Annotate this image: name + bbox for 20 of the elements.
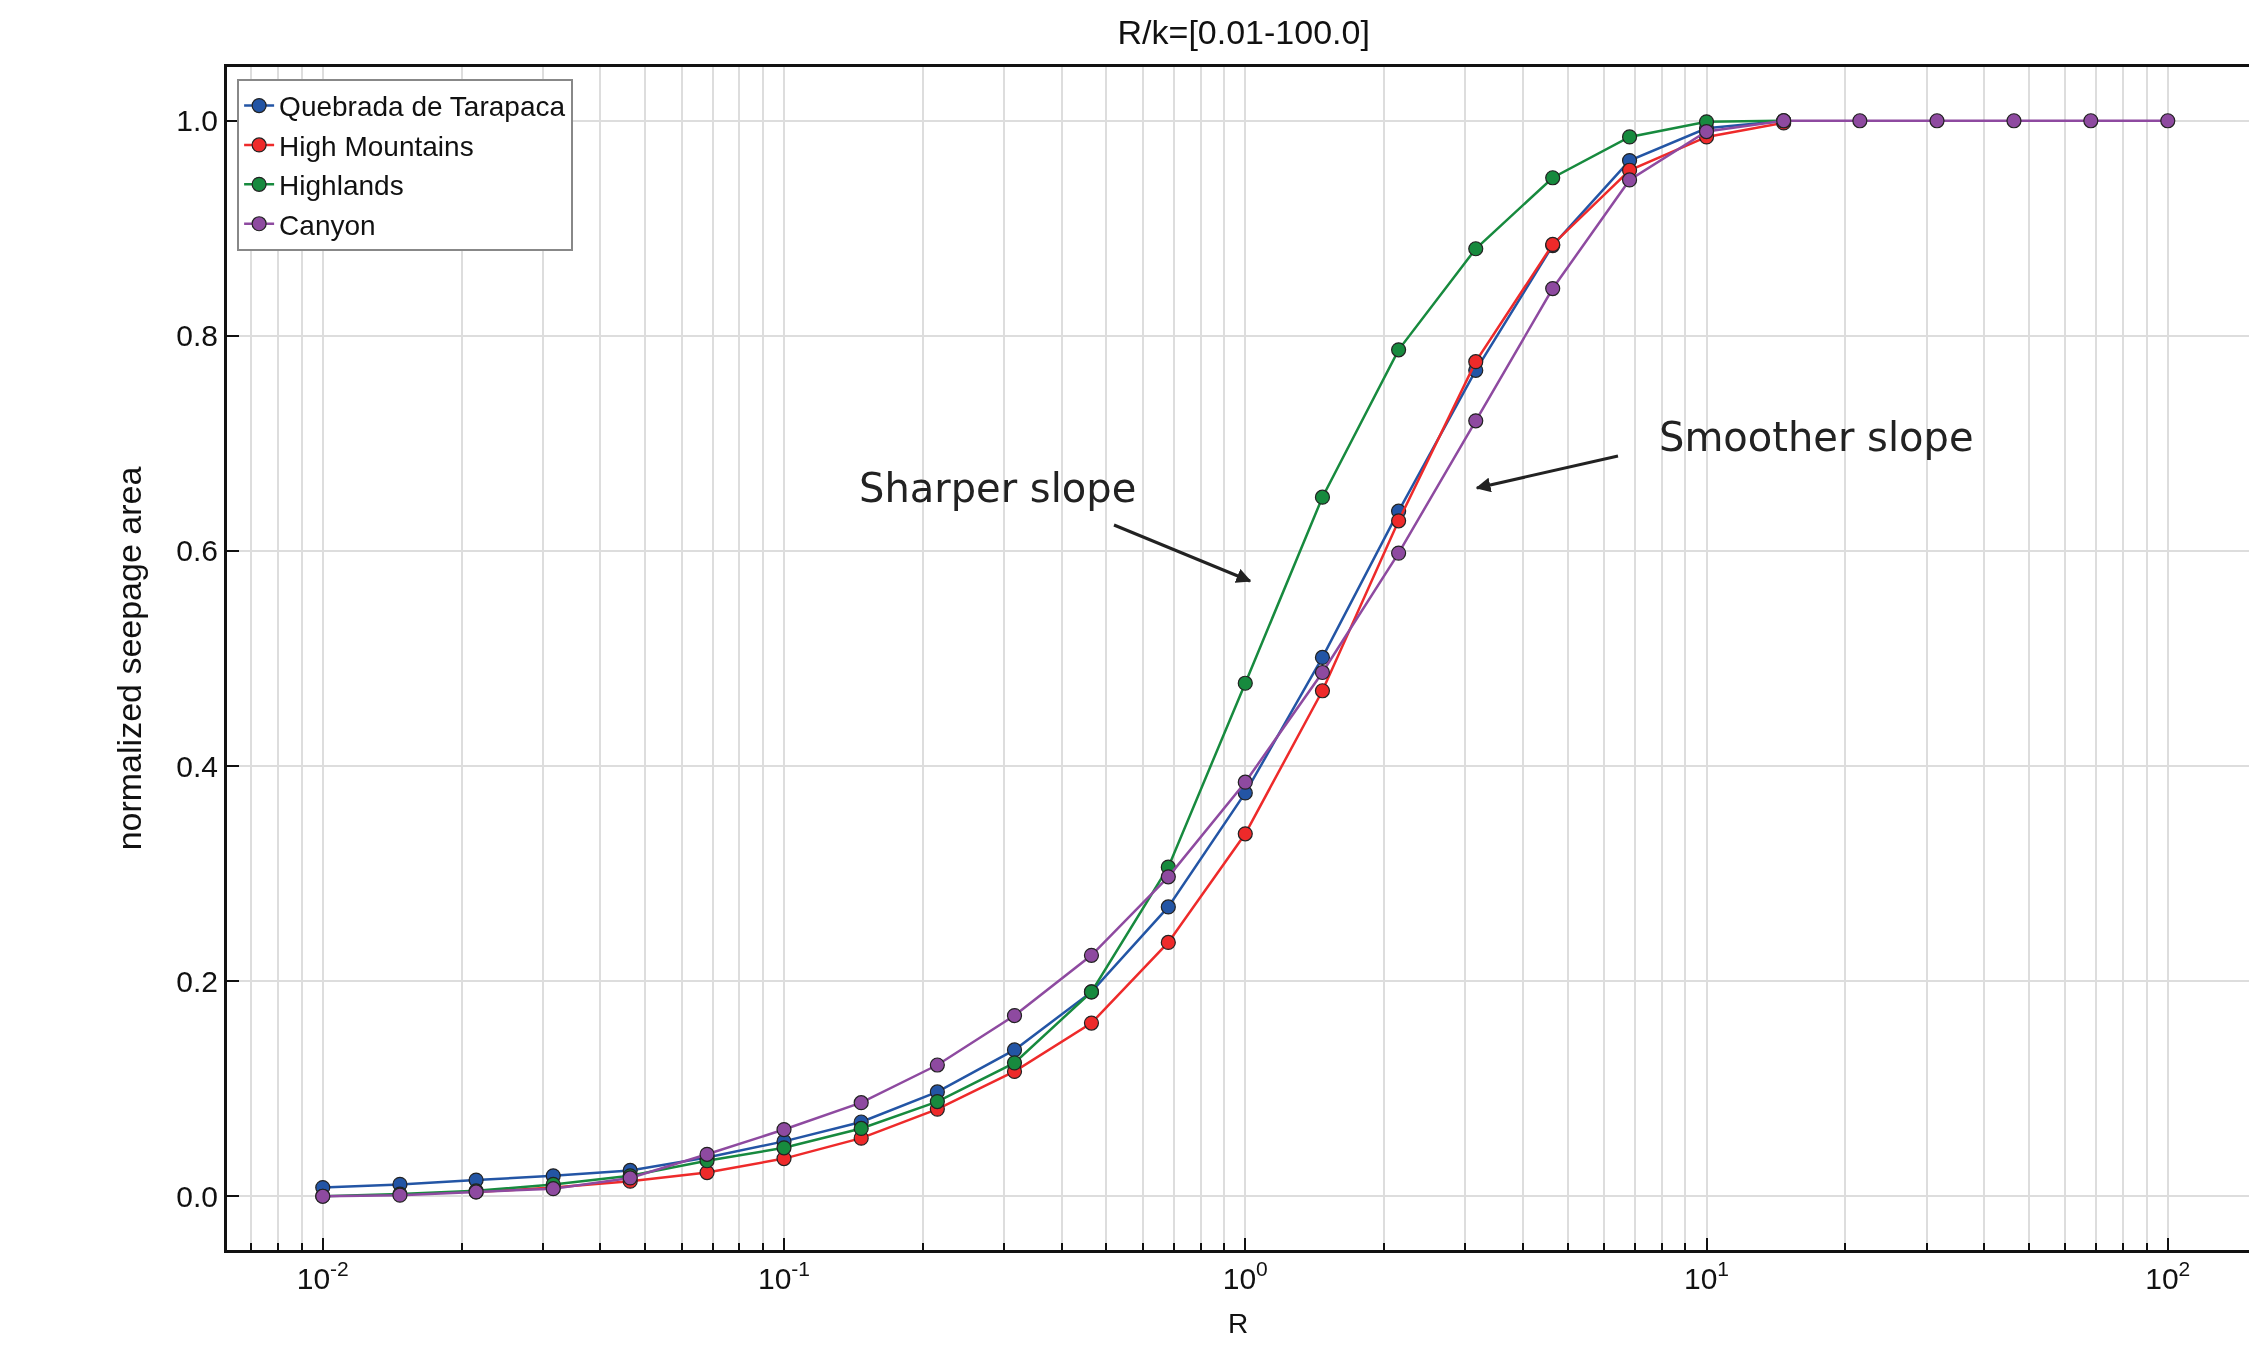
y-tick-label: 0.6 xyxy=(176,534,218,568)
legend-label: Quebrada de Tarapaca xyxy=(279,91,566,123)
y-tick-label: 0.2 xyxy=(176,964,218,998)
x-tick-label: 10$^{0}$ xyxy=(1222,1257,1268,1295)
x-tick-label: 10$^{1}$ xyxy=(1683,1257,1730,1295)
x-tick-label: 10$^{2}$ xyxy=(2145,1257,2191,1295)
x-tick-label: 10$^{-2}$ xyxy=(296,1257,349,1295)
y-tick-label: 0.4 xyxy=(176,749,218,783)
y-tick-label: 0.0 xyxy=(176,1179,218,1213)
x-tick-label: 10$^{-1}$ xyxy=(757,1257,811,1295)
y-axis-title: normalized seepage area xyxy=(109,466,148,851)
annotation: Sharper slope xyxy=(859,465,1137,511)
annotation: Smoother slope xyxy=(1659,414,1974,460)
y-tick-label: 0.8 xyxy=(176,319,218,353)
y-tick-label: 1.0 xyxy=(176,104,218,138)
legend-label: Highlands xyxy=(279,170,404,202)
legend-label: High Mountains xyxy=(279,130,474,162)
chart-title: R/k=[0.01-100.0] xyxy=(1117,13,1370,52)
x-axis-title: R xyxy=(1227,1308,1249,1340)
legend-label: Canyon xyxy=(279,209,376,241)
